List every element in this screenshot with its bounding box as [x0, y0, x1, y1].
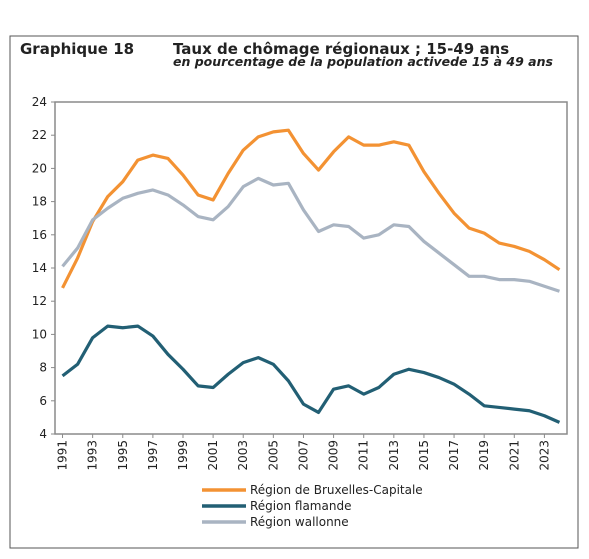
- x-tick-label: 1995: [116, 440, 130, 471]
- x-tick-label: 2017: [447, 440, 461, 471]
- x-tick-label: 2001: [206, 440, 220, 471]
- y-tick-label: 22: [32, 128, 47, 142]
- x-tick-label: 2015: [417, 440, 431, 471]
- legend-label: Région de Bruxelles-Capitale: [250, 483, 423, 497]
- y-tick-label: 4: [39, 427, 47, 441]
- y-tick-label: 8: [39, 361, 47, 375]
- x-tick-label: 1999: [176, 440, 190, 471]
- legend-label: Région flamande: [250, 499, 351, 513]
- chart-number: Graphique 18: [20, 40, 134, 58]
- y-tick-label: 10: [32, 327, 47, 341]
- y-tick-label: 14: [32, 261, 47, 275]
- frame: [9, 35, 579, 549]
- x-tick-label: 2023: [537, 440, 551, 471]
- x-tick-label: 2007: [296, 440, 310, 471]
- y-tick-label: 24: [32, 95, 47, 109]
- series-line: [61, 176, 560, 293]
- x-tick-label: 1997: [146, 440, 160, 471]
- y-tick-label: 6: [39, 394, 47, 408]
- y-tick-label: 20: [32, 161, 47, 175]
- y-tick-label: 18: [32, 195, 47, 209]
- x-tick-label: 2009: [327, 440, 341, 471]
- x-tick-label: 1993: [86, 440, 100, 471]
- series-line: [61, 128, 561, 289]
- x-tick-label: 2003: [236, 440, 250, 471]
- x-tick-label: 1991: [56, 440, 70, 471]
- chart-title: Taux de chômage régionaux ; 15-49 ans: [173, 40, 509, 58]
- x-tick-label: 2021: [507, 440, 521, 471]
- chart-subtitle: en pourcentage de la population activede…: [173, 54, 553, 69]
- x-tick-label: 2005: [266, 440, 280, 471]
- y-tick-label: 16: [32, 228, 47, 242]
- y-tick-label: 12: [32, 294, 47, 308]
- x-tick-label: 2019: [477, 440, 491, 471]
- x-tick-label: 2011: [357, 440, 371, 471]
- plot-area: [54, 101, 568, 435]
- x-tick-label: 2013: [387, 440, 401, 471]
- series-line: [61, 324, 561, 424]
- legend-label: Région wallonne: [250, 515, 349, 529]
